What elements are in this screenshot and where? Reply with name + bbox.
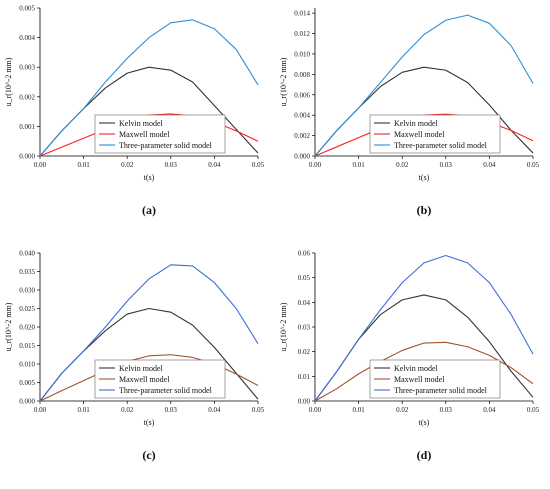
legend-box	[94, 359, 226, 399]
legend-box	[369, 114, 501, 154]
y-tick-label: 0.005	[19, 5, 35, 13]
series-line-three-parameter	[39, 264, 259, 402]
y-tick-label: 0.000	[19, 153, 35, 161]
legend-box	[94, 114, 226, 154]
y-tick-label: 0.006	[294, 91, 310, 99]
series-line-three-parameter	[314, 254, 534, 402]
y-tick-label: 0.002	[294, 132, 310, 140]
y-axis-title: u_r(10^-2 mm)	[4, 302, 13, 351]
chart-c-svg: 0.00 0.01 0.02 0.03 0.04 0.05 0.000 0.005 0.010 0…	[4, 250, 265, 463]
x-tick-label: 0.04	[208, 161, 221, 169]
x-tick-label: 0.03	[440, 161, 453, 169]
chart-legend: Kelvin model Maxwell model Three-parameter…	[94, 359, 226, 399]
x-tick-label: 0.04	[208, 406, 221, 414]
y-tick-label: 0.03	[298, 324, 311, 332]
legend-entry: Kelvin model	[119, 119, 164, 128]
legend-box	[369, 359, 501, 399]
y-tick-label: 0.01	[298, 373, 311, 381]
x-tick-label: 0.02	[396, 161, 409, 169]
x-tick-label: 0.05	[527, 161, 540, 169]
chart-b-svg: 0.00 0.01 0.02 0.03 0.04 0.05 0.000 0.002 0.004 0…	[279, 8, 540, 217]
y-tick-label: 0.000	[19, 398, 35, 406]
chart-panel-b: 0.00 0.01 0.02 0.03 0.04 0.05 0.000 0.002 0.004 0…	[275, 0, 550, 244]
chart-legend: Kelvin model Maxwell model Three-parameter…	[369, 359, 501, 399]
y-tick-label: 0.001	[19, 123, 35, 131]
x-tick-label: 0.01	[352, 406, 365, 414]
y-tick-label: 0.020	[19, 324, 35, 332]
chart-panel-d: 0.00 0.01 0.02 0.03 0.04 0.05 0.00 0.01 0.02 0.03…	[275, 245, 550, 489]
x-axis-title: t(s)	[144, 418, 155, 427]
series-line-three-parameter	[314, 14, 534, 157]
y-tick-label: 0.04	[298, 299, 311, 307]
y-tick-label: 0.012	[294, 30, 310, 38]
y-axis-title: u_r(10^-2 mm)	[279, 57, 288, 106]
y-tick-label: 0.014	[294, 10, 310, 18]
legend-entry: Kelvin model	[119, 364, 164, 373]
x-tick-label: 0.04	[483, 161, 496, 169]
x-tick-label: 0.01	[77, 161, 90, 169]
legend-entry: Kelvin model	[394, 119, 439, 128]
panel-label-c: (c)	[142, 448, 155, 462]
x-tick-label: 0.05	[252, 406, 265, 414]
y-tick-label: 0.025	[19, 305, 35, 313]
x-tick-label: 0.00	[34, 161, 47, 169]
chart-panel-a: 0.00 0.01 0.02 0.03 0.04 0.05 0.000 0.001 0.002 0…	[0, 0, 275, 244]
y-axis-title: u_r(10^-2 mm)	[4, 57, 13, 106]
chart-panel-c: 0.00 0.01 0.02 0.03 0.04 0.05 0.000 0.005 0.010 0…	[0, 245, 275, 489]
y-tick-label: 0.015	[19, 342, 35, 350]
legend-entry: Three-parameter solid model	[119, 141, 213, 150]
x-tick-label: 0.02	[121, 406, 134, 414]
series-line-maxwell	[314, 341, 534, 402]
legend-entry: Maxwell model	[394, 130, 445, 139]
y-tick-label: 0.005	[19, 379, 35, 387]
y-tick-label: 0.040	[19, 250, 35, 258]
y-tick-label: 0.000	[294, 153, 310, 161]
panel-label-d: (d)	[417, 448, 432, 462]
legend-entry: Maxwell model	[119, 375, 170, 384]
x-tick-label: 0.02	[396, 406, 409, 414]
legend-entry: Kelvin model	[394, 364, 439, 373]
panel-label-a: (a)	[142, 203, 156, 217]
x-tick-label: 0.02	[121, 161, 134, 169]
x-tick-label: 0.01	[77, 406, 90, 414]
chart-legend: Kelvin model Maxwell model Three-parameter…	[94, 114, 226, 154]
x-tick-label: 0.01	[352, 161, 365, 169]
y-tick-label: 0.002	[19, 93, 35, 101]
x-tick-label: 0.03	[440, 406, 453, 414]
legend-entry: Maxwell model	[119, 130, 170, 139]
y-tick-label: 0.010	[19, 361, 35, 369]
x-tick-label: 0.05	[252, 161, 265, 169]
chart-d-svg: 0.00 0.01 0.02 0.03 0.04 0.05 0.00 0.01 0.02 0.03…	[279, 250, 540, 463]
y-tick-label: 0.004	[19, 34, 35, 42]
panel-label-b: (b)	[417, 203, 432, 217]
x-tick-label: 0.03	[165, 161, 178, 169]
x-axis-title: t(s)	[144, 173, 155, 182]
y-tick-label: 0.035	[19, 268, 35, 276]
legend-entry: Maxwell model	[394, 375, 445, 384]
x-tick-label: 0.04	[483, 406, 496, 414]
x-axis-title: t(s)	[419, 418, 430, 427]
legend-entry: Three-parameter solid model	[394, 386, 488, 395]
y-tick-label: 0.008	[294, 71, 310, 79]
y-tick-label: 0.003	[19, 64, 35, 72]
y-tick-label: 0.02	[298, 348, 311, 356]
legend-entry: Three-parameter solid model	[394, 141, 488, 150]
x-tick-label: 0.05	[527, 406, 540, 414]
y-tick-label: 0.06	[298, 250, 311, 258]
y-tick-label: 0.030	[19, 287, 35, 295]
legend-entry: Three-parameter solid model	[119, 386, 213, 395]
chart-a-svg: 0.00 0.01 0.02 0.03 0.04 0.05 0.000 0.001 0.002 0…	[4, 5, 265, 218]
series-line-three-parameter	[39, 19, 259, 157]
y-tick-label: 0.00	[298, 398, 311, 406]
chart-legend: Kelvin model Maxwell model Three-parameter…	[369, 114, 501, 154]
x-tick-label: 0.00	[309, 406, 322, 414]
y-tick-label: 0.004	[294, 112, 310, 120]
x-tick-label: 0.00	[34, 406, 47, 414]
x-axis-title: t(s)	[419, 173, 430, 182]
y-axis-title: u_r(10^-2 mm)	[279, 302, 288, 351]
y-tick-label: 0.010	[294, 50, 310, 58]
x-tick-label: 0.03	[165, 406, 178, 414]
y-tick-label: 0.05	[298, 274, 311, 282]
x-tick-label: 0.00	[309, 161, 322, 169]
